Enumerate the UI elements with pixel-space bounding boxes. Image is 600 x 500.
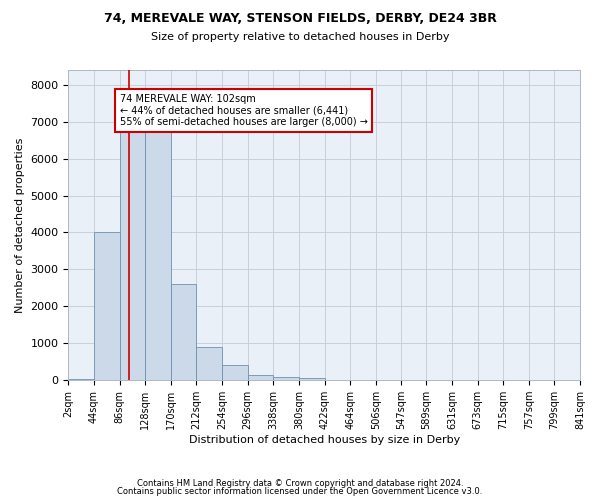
Bar (273, 376, 299, 380)
Bar (248, 374, 273, 380)
X-axis label: Distribution of detached houses by size in Derby: Distribution of detached houses by size … (188, 435, 460, 445)
Text: Contains public sector information licensed under the Open Government Licence v3: Contains public sector information licen… (118, 487, 482, 496)
Text: 74 MEREVALE WAY: 102sqm
← 44% of detached houses are smaller (6,441)
55% of semi: 74 MEREVALE WAY: 102sqm ← 44% of detache… (119, 94, 367, 127)
Bar (145, 105, 171, 380)
Bar (196, 347, 222, 380)
Y-axis label: Number of detached properties: Number of detached properties (15, 138, 25, 313)
Text: 74, MEREVALE WAY, STENSON FIELDS, DERBY, DE24 3BR: 74, MEREVALE WAY, STENSON FIELDS, DERBY,… (104, 12, 496, 26)
Text: Contains HM Land Registry data © Crown copyright and database right 2024.: Contains HM Land Registry data © Crown c… (137, 478, 463, 488)
Bar (299, 378, 325, 380)
Bar (222, 366, 248, 380)
Bar (171, 284, 196, 380)
Text: Size of property relative to detached houses in Derby: Size of property relative to detached ho… (151, 32, 449, 42)
Bar (119, 103, 145, 380)
Bar (68, 379, 94, 380)
Bar (94, 232, 119, 380)
